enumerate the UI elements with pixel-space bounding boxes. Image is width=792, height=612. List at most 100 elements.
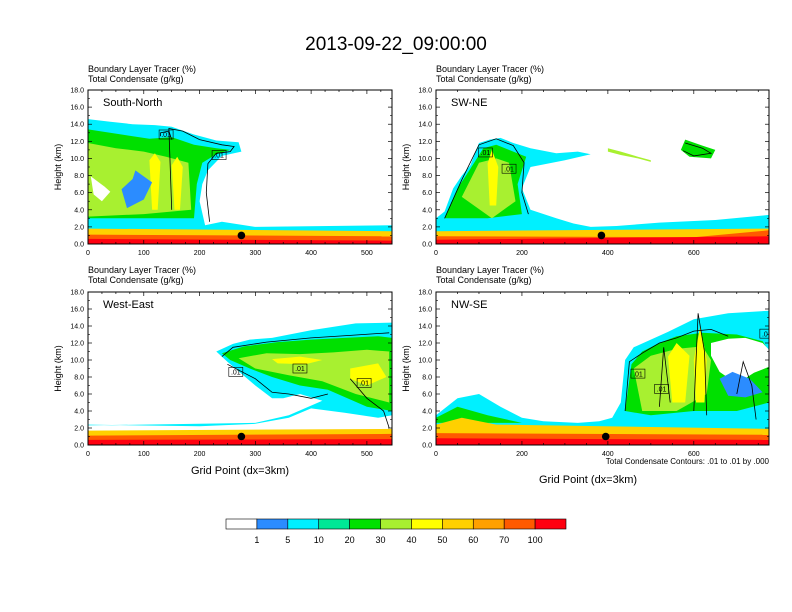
- contour-label-box-2: [759, 328, 769, 339]
- panel-label: SW-NE: [451, 97, 487, 109]
- tracer-field: .01 .01 .01: [436, 310, 769, 445]
- y-tick-label: 8.0: [74, 375, 84, 382]
- condensate-contour-0: [168, 128, 235, 222]
- contour-label-2: .01: [359, 381, 369, 388]
- contour-label-1: .01: [295, 366, 305, 373]
- contour-label-0: .01: [161, 132, 171, 139]
- y-tick-label: 4.0: [74, 409, 84, 416]
- panel-2-header-condensate: Total Condensate (g/kg): [436, 74, 532, 84]
- y-tick-label: 18.0: [70, 88, 84, 95]
- contour-label-box-1: [654, 384, 669, 394]
- y-tick-label: 6.0: [74, 190, 84, 197]
- contour-label-box-1: [292, 363, 308, 374]
- tracer-region-4: [350, 363, 387, 386]
- panel-west-east: .01 .01 .01 West-East 0 100 200 300 400 500 0.0 2.0…: [53, 290, 393, 458]
- x-tick-label: 0: [434, 451, 438, 458]
- y-tick-label: 10.0: [418, 358, 432, 365]
- y-tick-label: 12.0: [70, 139, 84, 146]
- panel-4-header-tracer: Boundary Layer Tracer (%): [436, 265, 544, 275]
- colorbar-label-5: 40: [406, 535, 416, 545]
- y-tick-label: 16.0: [418, 105, 432, 112]
- panel-3-header-condensate: Total Condensate (g/kg): [88, 275, 184, 285]
- x-tick-label: 300: [249, 451, 261, 458]
- colorbar-label-4: 30: [376, 535, 386, 545]
- x-tick-label: 100: [138, 250, 150, 257]
- panel-1-header-tracer: Boundary Layer Tracer (%): [88, 64, 196, 74]
- y-tick-label: 6.0: [422, 392, 432, 399]
- condensate-contour-2: [349, 378, 390, 429]
- y-tick-label: 2.0: [422, 224, 432, 231]
- panel-sw-ne: .01 .01 SW-NE 0 200 400 600 0.0 2.0 4.0 6.0 8.0 10.0…: [401, 88, 770, 257]
- x-tick-label: 400: [602, 250, 614, 257]
- contour-label-1: .01: [214, 153, 224, 160]
- x-tick-label: 200: [516, 451, 528, 458]
- x-tick-label: 0: [86, 451, 90, 458]
- tracer-region-3: [487, 149, 499, 206]
- panel-nw-se: .01 .01 .01 NW-SE 0 200 400 600 0.0 2.0 4.0 6.0 8.0 1…: [401, 290, 770, 458]
- panel-2-header-tracer: Boundary Layer Tracer (%): [436, 64, 544, 74]
- y-tick-label: 10.0: [418, 156, 432, 163]
- y-tick-label: 0.0: [74, 443, 84, 450]
- y-tick-label: 18.0: [70, 290, 84, 297]
- tracer-region-4: [171, 156, 183, 210]
- contour-label-box-1: [501, 163, 517, 174]
- y-tick-label: 16.0: [70, 307, 84, 314]
- x-tick-label: 0: [86, 250, 90, 257]
- y-tick-label: 2.0: [74, 224, 84, 231]
- colorbar-swatch-7: [442, 518, 474, 530]
- y-axis-label: Height (km): [53, 144, 63, 191]
- colorbar-label-0: 1: [254, 535, 259, 545]
- tracer-region-8: [436, 236, 769, 244]
- y-tick-label: 6.0: [74, 392, 84, 399]
- y-tick-label: 16.0: [418, 307, 432, 314]
- x-tick-label: 400: [305, 250, 317, 257]
- y-tick-label: 8.0: [422, 173, 432, 180]
- panel-3-header-tracer: Boundary Layer Tracer (%): [88, 265, 196, 275]
- condensate-contour-0: [624, 328, 729, 412]
- y-axis-label: Height (km): [53, 345, 63, 392]
- tracer-region-4: [607, 148, 651, 162]
- colorbar-swatch-6: [411, 518, 443, 530]
- x-axis-label-left: Grid Point (dx=3km): [191, 465, 289, 477]
- tracer-region-10: [436, 438, 769, 445]
- x-tick-label: 600: [688, 250, 700, 257]
- colorbar-swatch-4: [349, 518, 381, 530]
- contour-label-0: .01: [231, 370, 241, 377]
- colorbar-swatch-0: [225, 518, 258, 530]
- y-tick-label: 4.0: [74, 207, 84, 214]
- tracer-region-2: [238, 349, 390, 403]
- colorbar-swatch-8: [472, 518, 505, 530]
- condensate-contour-1: [693, 313, 708, 416]
- y-tick-label: 14.0: [418, 324, 432, 331]
- tracer-region-6: [90, 176, 111, 202]
- contour-label-box-0: [158, 129, 174, 140]
- tracer-region-3: [272, 356, 323, 365]
- y-axis-label: Height (km): [401, 345, 411, 392]
- contour-label-1: .01: [657, 387, 667, 394]
- condensate-contour-0: [221, 332, 390, 357]
- y-tick-label: 0.0: [422, 242, 432, 249]
- condensate-contour-3: [736, 360, 757, 420]
- panel-1-header-condensate: Total Condensate (g/kg): [88, 74, 184, 84]
- x-tick-label: 500: [361, 250, 373, 257]
- colorbar-swatch-5: [380, 518, 412, 530]
- y-tick-label: 16.0: [70, 105, 84, 112]
- condensate-contour-1: [682, 142, 713, 157]
- contour-label-box-0: [228, 367, 244, 377]
- colorbar-label-6: 50: [437, 535, 447, 545]
- colorbar-label-9: 100: [528, 535, 543, 545]
- tracer-region-5: [668, 343, 690, 403]
- x-tick-label: 400: [305, 451, 317, 458]
- panel-label: South-North: [103, 97, 162, 109]
- colorbar-swatch-1: [256, 518, 289, 530]
- x-axis-label-right: Grid Point (dx=3km): [539, 474, 637, 486]
- tracer-region-7: [88, 439, 392, 445]
- colorbar-label-3: 20: [345, 535, 355, 545]
- contour-label-box-0: [630, 368, 646, 379]
- contour-label-1: .01: [504, 166, 514, 173]
- colorbar-swatch-10: [534, 518, 567, 530]
- y-tick-label: 0.0: [74, 242, 84, 249]
- colorbar-swatch-9: [503, 518, 536, 530]
- contour-label-0: .01: [633, 371, 643, 378]
- y-axis-label: Height (km): [401, 144, 411, 191]
